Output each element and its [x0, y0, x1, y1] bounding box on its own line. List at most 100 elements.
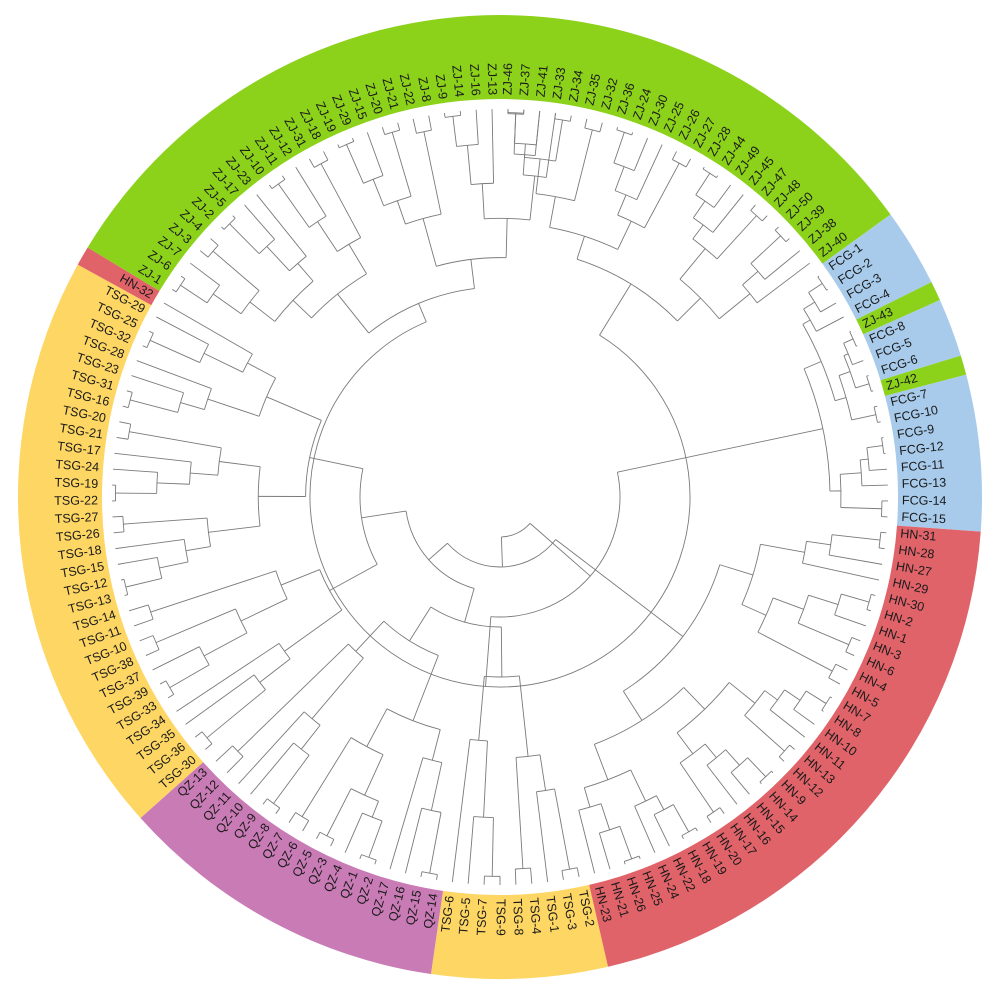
tree-branch [198, 646, 210, 666]
tree-branch [491, 817, 494, 877]
tree-branches [112, 109, 888, 885]
tree-branch [744, 715, 785, 752]
tree-branch [742, 284, 758, 304]
tree-branch [278, 643, 291, 660]
tree-branch [855, 383, 870, 389]
tree-branch [212, 293, 242, 315]
tree-branch [156, 482, 190, 485]
group-band-zj [880, 355, 967, 396]
tree-branch [841, 593, 870, 603]
tree-branch [165, 680, 175, 695]
tree-branch [436, 874, 438, 880]
tree-branch [149, 330, 154, 334]
leaf-label: ZJ-14 [449, 65, 466, 98]
leaf-label: FCG-14 [902, 493, 947, 507]
tree-branch [247, 362, 276, 379]
tree-branch [617, 428, 823, 473]
tree-branch [355, 620, 385, 652]
group-band-zj [87, 15, 500, 291]
tree-branch [131, 375, 184, 394]
tree-branch [451, 739, 471, 883]
tree-branch [653, 814, 670, 847]
leaf-label: TSG-22 [54, 493, 98, 507]
tree-branch [880, 531, 887, 534]
tree-branch [292, 300, 312, 319]
tree-branch [203, 352, 243, 373]
tree-branch [326, 788, 352, 837]
tree-branch [500, 536, 503, 567]
tree-branch [240, 598, 288, 622]
tree-branch [555, 539, 684, 637]
tree-branch [363, 175, 384, 184]
tree-branch [676, 682, 730, 734]
leaf-label: TSG-5 [456, 897, 473, 935]
tree-branch [112, 468, 158, 473]
tree-branch [217, 447, 222, 476]
tree-branch [361, 854, 377, 861]
tree-branch [808, 292, 821, 313]
tree-branch [549, 226, 618, 250]
tree-branch [672, 804, 690, 833]
tree-branch [206, 689, 266, 739]
tree-branch [817, 275, 820, 278]
tree-branch [584, 118, 588, 129]
tree-branch [623, 861, 626, 865]
tree-branch [359, 854, 362, 859]
tree-branch [348, 244, 367, 275]
tree-branch [491, 109, 495, 184]
tree-branch [112, 515, 123, 518]
tree-branch [124, 594, 128, 596]
tree-branch [311, 657, 364, 719]
leaf-label: TSG-19 [54, 476, 98, 491]
tree-branch [514, 112, 517, 144]
tree-branch [803, 368, 831, 492]
tree-branch [719, 564, 754, 576]
tree-branch [337, 237, 361, 252]
tree-branch [613, 162, 635, 172]
leaf-label: TSG-3 [560, 892, 580, 931]
leaf-label: ZJ-35 [583, 72, 604, 106]
tree-branch [695, 827, 698, 832]
group-band-zj [500, 15, 891, 264]
tree-branch [802, 541, 807, 564]
tree-branch [163, 302, 253, 355]
tree-branch [320, 163, 362, 238]
tree-branch [126, 390, 133, 393]
tree-branch [447, 539, 557, 568]
leaf-label: FCG-11 [900, 457, 944, 474]
tree-branch [305, 420, 322, 497]
tree-branch [430, 606, 502, 628]
tree-branch [127, 423, 132, 440]
tree-branch [706, 749, 726, 766]
tree-branch [221, 226, 225, 230]
tree-branch [806, 540, 831, 546]
tree-branch [323, 151, 329, 161]
tree-branch [828, 554, 883, 565]
tree-branch [210, 238, 219, 246]
tree-branch [423, 131, 442, 215]
tree-branch [622, 690, 643, 721]
tree-branch [207, 245, 219, 258]
tree-branch [430, 762, 443, 811]
tree-branch [113, 531, 125, 534]
tree-branch [303, 711, 321, 726]
tree-branch [808, 283, 823, 293]
tree-branch [843, 342, 853, 365]
tree-branch [313, 159, 329, 168]
tree-branch [274, 280, 314, 322]
tree-branch [391, 132, 412, 197]
tree-branch [730, 772, 750, 795]
tree-branch [136, 360, 212, 390]
tree-branch [716, 215, 757, 260]
tree-branch [207, 398, 260, 417]
tree-branch [681, 835, 684, 840]
tree-branch [295, 812, 309, 821]
tree-branch [679, 248, 706, 280]
tree-branch [280, 569, 320, 586]
tree-branch [584, 127, 600, 133]
tree-branch [702, 166, 705, 170]
tree-branch [789, 744, 795, 750]
tree-branch [266, 246, 290, 272]
tree-branch [764, 250, 801, 280]
tree-branch [742, 270, 759, 286]
